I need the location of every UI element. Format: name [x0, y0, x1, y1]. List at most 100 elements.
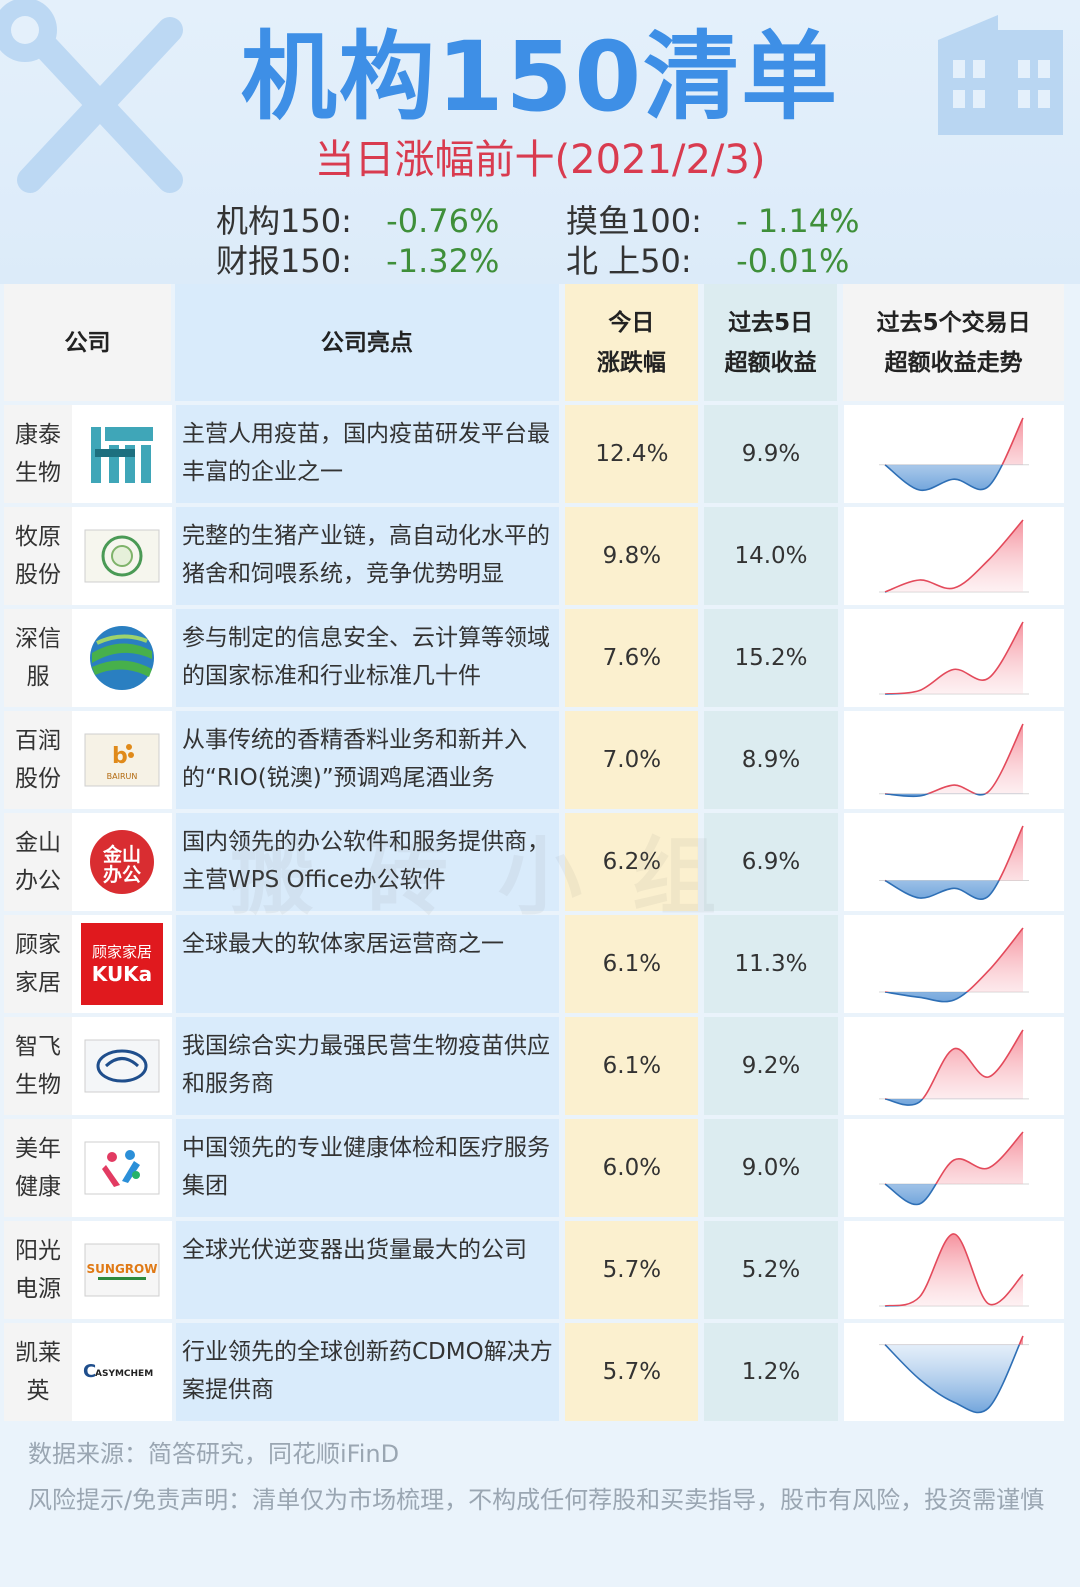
company-cell: 百润股份 b BAIRUN — [4, 711, 172, 809]
today-change-cell: 6.2% — [565, 813, 699, 911]
company-cell: 阳光电源 SUNGROW — [4, 1221, 172, 1319]
company-name-text: 金山办公 — [15, 830, 61, 894]
bairun-logo-text: BAIRUN — [107, 772, 138, 781]
table-header-row: 公司 公司亮点 今日 涨跌幅 过去5日 超额收益 过去5个交易日 超额收益走势 — [4, 284, 1064, 401]
excess-5d-cell: 15.2% — [704, 609, 838, 707]
meinian-logo-icon — [72, 1119, 172, 1217]
highlight-cell: 参与制定的信息安全、云计算等领域的国家标准和行业标准几十件 — [176, 609, 560, 707]
today-change-value: 5.7% — [602, 1257, 662, 1283]
excess-5d-value: 9.0% — [741, 1155, 801, 1181]
trend-sparkline — [843, 813, 1064, 911]
trend-area-negative — [884, 1344, 1020, 1413]
table-row: 美年健康 中国领先的专业健康体检和医疗服务集团 6.0% 9.0% — [4, 1119, 1064, 1217]
today-change-value: 6.1% — [602, 951, 662, 977]
header-banner: 机构150清单 当日涨幅前十(2021/2/3) 机构150: -0.76% 摸… — [0, 0, 1080, 284]
company-name-text: 美年健康 — [15, 1136, 61, 1200]
company-highlight: 全球光伏逆变器出货量最大的公司 — [182, 1237, 527, 1263]
today-change-value: 5.7% — [602, 1359, 662, 1385]
table-row: 顾家家居 顾家家居 KUKa 全球最大的软体家居运营商之一 6.1% 11.3% — [4, 915, 1064, 1013]
company-cell: 智飞生物 — [4, 1017, 172, 1115]
excess-5d-cell: 14.0% — [704, 507, 838, 605]
highlight-cell: 全球最大的软体家居运营商之一 — [176, 915, 560, 1013]
trend-line-negative — [884, 793, 987, 798]
jinshan-logo-text-2: 办公 — [103, 863, 141, 886]
today-change-cell: 9.8% — [565, 507, 699, 605]
today-change-cell: 6.0% — [565, 1119, 699, 1217]
trend-sparkline — [843, 915, 1064, 1013]
page-subtitle: 当日涨幅前十(2021/2/3) — [314, 137, 766, 183]
trend-area-positive — [1001, 418, 1023, 465]
company-cell: 深信服 — [4, 609, 172, 707]
excess-5d-cell: 6.9% — [704, 813, 838, 911]
table-row: 牧原股份 完整的生猪产业链，高自动化水平的猪舍和饲喂系统，竞争优势明显 9.8% 14… — [4, 507, 1064, 605]
kangtai-logo-icon — [72, 405, 172, 503]
trend-sparkline — [843, 711, 1064, 809]
bairun-logo-icon: b BAIRUN — [72, 711, 172, 809]
today-change-cell: 7.0% — [565, 711, 699, 809]
highlight-cell: 我国综合实力最强民营生物疫苗供应和服务商 — [176, 1017, 560, 1115]
company-highlight: 主营人用疫苗，国内疫苗研发平台最丰富的企业之一 — [182, 421, 550, 485]
trend-line-positive — [884, 519, 1024, 592]
trend-area-positive — [884, 1030, 1023, 1099]
index-item: 财报150: -1.32% — [216, 240, 499, 282]
company-highlight: 全球最大的软体家居运营商之一 — [182, 931, 504, 957]
company-cell: 凯莱英 C ASYMCHEM — [4, 1323, 172, 1421]
trend-area-negative — [884, 992, 1023, 1002]
excess-5d-value: 9.2% — [741, 1053, 801, 1079]
company-name: 牧原股份 — [4, 507, 72, 605]
page-title: 机构150清单 — [240, 21, 840, 133]
table-row: 智飞生物 我国综合实力最强民营生物疫苗供应和服务商 6.1% 9.2% — [4, 1017, 1064, 1115]
table-row: 深信服 参与制定的信息安全、云计算等领域的国家标准和行业标准几十件 7.6% 15.2… — [4, 609, 1064, 707]
kingsoft-office-logo-icon: 金山 办公 — [72, 813, 172, 911]
trend-line-negative — [884, 880, 1000, 900]
table-body: 康泰生物 主营人用疫苗，国内疫苗研发平台最丰富的企业之一 12.4% 9.9% 牧原股份… — [4, 405, 1064, 1421]
sangfor-logo-icon — [72, 609, 172, 707]
sungrow-logo-icon: SUNGROW — [72, 1221, 172, 1319]
table-row: 阳光电源 SUNGROW 全球光伏逆变器出货量最大的公司 5.7% 5.2% — [4, 1221, 1064, 1319]
disclaimer-note: 风险提示/免责声明：清单仅为市场梳理，不构成任何荐股和买卖指导，股市有风险，投资… — [28, 1486, 1045, 1514]
trend-sparkline — [843, 609, 1064, 707]
header-excess-line2: 超额收益 — [724, 349, 817, 376]
index-item: 摸鱼100: - 1.14% — [566, 200, 860, 242]
asymchem-logo-icon: C ASYMCHEM — [72, 1323, 172, 1421]
company-name-text: 阳光电源 — [15, 1238, 61, 1302]
header-company: 公司 — [4, 284, 172, 401]
svg-text:b: b — [112, 744, 128, 769]
trend-area-positive — [884, 520, 1023, 592]
company-cell: 金山办公 金山 办公 — [4, 813, 172, 911]
today-change-cell: 6.1% — [565, 915, 699, 1013]
company-name: 百润股份 — [4, 711, 72, 809]
kuka-logo-text-2: KUKa — [92, 962, 152, 986]
trend-sparkline — [843, 405, 1064, 503]
company-name: 阳光电源 — [4, 1221, 72, 1319]
company-name-text: 顾家家居 — [15, 932, 61, 996]
excess-5d-value: 1.2% — [741, 1359, 801, 1385]
company-highlight: 完整的生猪产业链，高自动化水平的猪舍和饲喂系统，竞争优势明显 — [182, 523, 550, 587]
index-value: -0.76% — [386, 202, 500, 240]
zhifei-logo-icon — [72, 1017, 172, 1115]
trend-line-negative — [884, 1344, 1020, 1414]
jinshan-logo-text-1: 金山 — [102, 843, 141, 866]
index-item: 北 上50: -0.01% — [566, 240, 849, 282]
company-name-text: 智飞生物 — [15, 1034, 61, 1098]
highlight-cell: 全球光伏逆变器出货量最大的公司 — [176, 1221, 560, 1319]
company-highlight: 中国领先的专业健康体检和医疗服务集团 — [182, 1135, 550, 1199]
index-label: 机构150: — [216, 202, 352, 240]
trend-line-negative — [884, 1184, 937, 1206]
excess-5d-value: 5.2% — [741, 1257, 801, 1283]
today-change-cell: 5.7% — [565, 1323, 699, 1421]
highlight-cell: 主营人用疫苗，国内疫苗研发平台最丰富的企业之一 — [176, 405, 560, 503]
today-change-value: 7.0% — [602, 747, 662, 773]
today-change-cell: 5.7% — [565, 1221, 699, 1319]
today-change-cell: 7.6% — [565, 609, 699, 707]
excess-5d-cell: 9.0% — [704, 1119, 838, 1217]
table-row: 百润股份 b BAIRUN 从事传统的香精香料业务和新并入的“RIO(锐澳)”预调鸡尾… — [4, 711, 1064, 809]
trend-area-positive — [884, 1132, 1023, 1184]
trend-line-negative — [884, 1098, 924, 1106]
highlight-cell: 中国领先的专业健康体检和医疗服务集团 — [176, 1119, 560, 1217]
trend-area-positive — [884, 928, 1023, 992]
excess-5d-cell: 1.2% — [704, 1323, 838, 1421]
trend-line-positive — [884, 1029, 1024, 1099]
company-highlight: 国内领先的办公软件和服务提供商，主营WPS Office办公软件 — [182, 829, 550, 893]
company-name: 深信服 — [4, 609, 72, 707]
